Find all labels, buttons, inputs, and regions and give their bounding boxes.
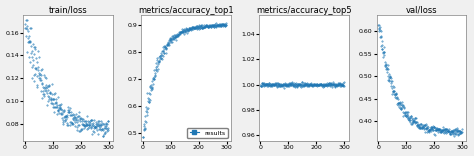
Title: val/loss: val/loss [406, 6, 438, 15]
Title: metrics/accuracy_top5: metrics/accuracy_top5 [256, 6, 352, 15]
Title: train/loss: train/loss [49, 6, 88, 15]
Legend: results: results [187, 128, 228, 138]
Title: metrics/accuracy_top1: metrics/accuracy_top1 [138, 6, 234, 15]
